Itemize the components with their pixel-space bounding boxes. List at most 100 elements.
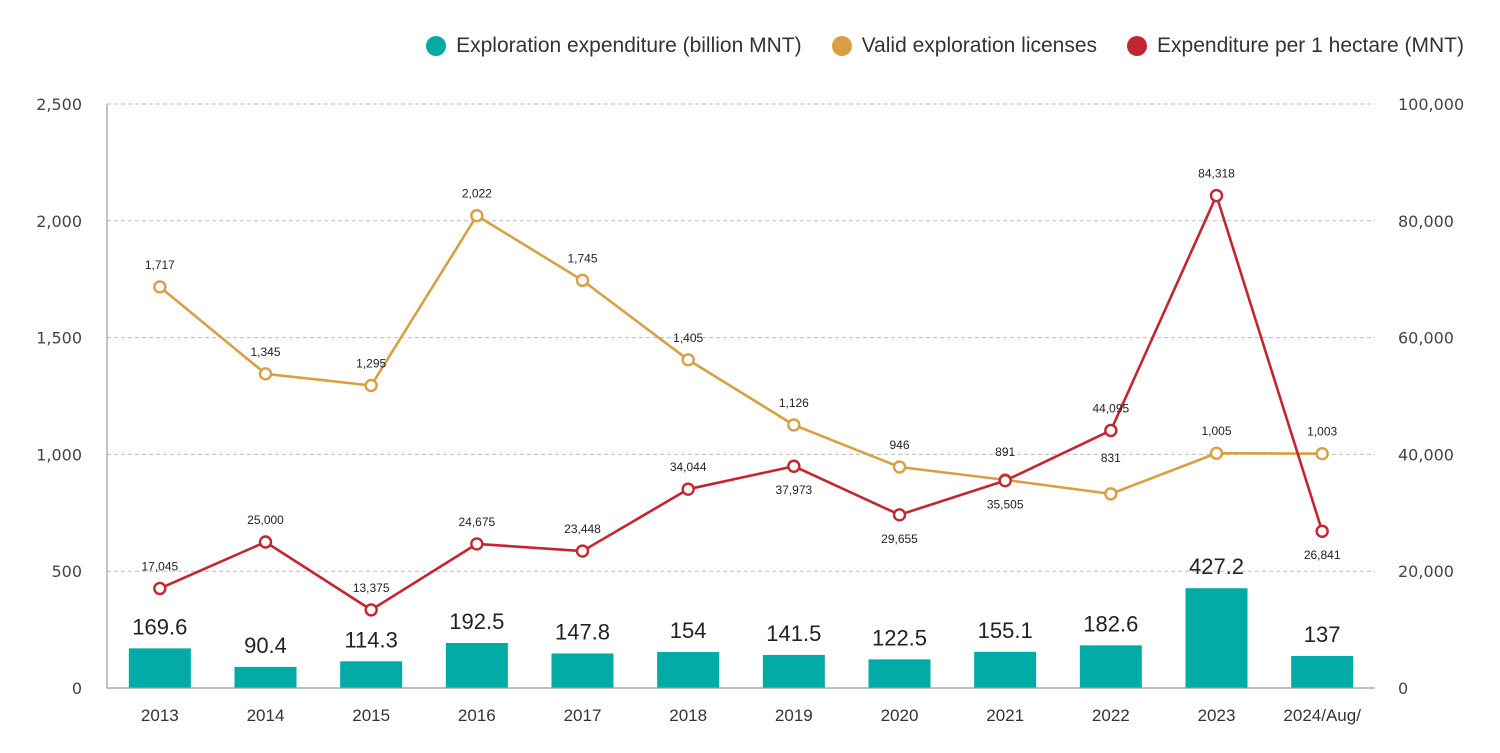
bar-value-label: 427.2 <box>1189 554 1244 579</box>
x-axis-tick-label: 2020 <box>881 706 919 725</box>
line-value-label: 2,022 <box>462 187 492 201</box>
x-axis-tick-label: 2014 <box>247 706 285 725</box>
bar <box>762 654 825 688</box>
line-value-label: 831 <box>1101 451 1121 465</box>
line-value-label: 1,717 <box>145 258 175 272</box>
x-axis-tick-label: 2013 <box>141 706 179 725</box>
line-value-label: 1,345 <box>250 345 280 359</box>
bar-value-label: 137 <box>1304 622 1341 647</box>
x-axis-tick-label: 2018 <box>669 706 707 725</box>
legend-label: Valid exploration licenses <box>861 34 1098 57</box>
data-point-marker <box>1104 487 1118 501</box>
data-labels: 169.6 90.4 114.3 192.5 147.8 154 141.5 122.5 155… <box>132 167 1341 658</box>
data-point-marker <box>1209 188 1224 203</box>
right-axis-tick-label: 20,000 <box>1398 562 1454 581</box>
left-axis-tick-label: 2,000 <box>36 212 82 231</box>
line-value-label: 29,655 <box>881 532 918 546</box>
legend-dot-icon <box>426 36 447 56</box>
bar-value-label: 182.6 <box>1083 611 1138 636</box>
bar <box>340 661 403 688</box>
data-point-marker <box>892 460 907 474</box>
line-series <box>153 188 1329 617</box>
data-point-marker <box>681 482 695 496</box>
line-value-label: 44,095 <box>1092 401 1129 415</box>
left-axis-tick-label: 500 <box>51 562 82 581</box>
line-value-label: 1,003 <box>1307 425 1337 439</box>
left-axis-tick-label: 1,000 <box>36 445 82 464</box>
series-line <box>159 214 1323 496</box>
bar-value-label: 122.5 <box>872 625 927 650</box>
data-point-marker <box>258 367 273 381</box>
bar-value-label: 141.5 <box>766 621 821 646</box>
data-point-marker <box>787 418 801 432</box>
bar <box>128 648 191 688</box>
line-value-label: 35,505 <box>987 498 1024 512</box>
x-axis-tick-label: 2021 <box>986 706 1024 725</box>
legend-label: Exploration expenditure (billion MNT) <box>456 34 802 57</box>
line-value-label: 24,675 <box>458 515 495 529</box>
data-point-marker <box>1315 446 1329 461</box>
x-axis-tick-label: 2022 <box>1092 706 1130 725</box>
series-line <box>159 194 1324 612</box>
data-point-marker <box>364 378 378 393</box>
bar <box>1079 645 1142 688</box>
bar-value-label: 155.1 <box>978 618 1033 643</box>
data-point-marker <box>153 581 167 596</box>
data-point-marker <box>892 508 907 522</box>
data-point-marker <box>681 353 695 367</box>
data-point-marker <box>787 459 801 473</box>
data-point-marker <box>153 280 167 294</box>
legend-item-exploration-expenditure: Exploration expenditure (billion MNT) <box>426 34 802 58</box>
data-point-marker <box>998 473 1012 488</box>
bar <box>974 651 1037 688</box>
chart-legend: Exploration expenditure (billion MNT) Va… <box>426 34 1464 58</box>
x-axis-tick-label: 2017 <box>564 706 602 725</box>
x-axis-tick-label: 2019 <box>775 706 813 725</box>
bar <box>868 659 931 688</box>
line-value-label: 891 <box>995 445 1015 459</box>
x-axis-tick-label: 2016 <box>458 706 496 725</box>
bar <box>445 643 508 688</box>
line-value-label: 1,745 <box>567 251 597 265</box>
data-point-marker <box>470 537 484 551</box>
data-point-marker <box>470 208 484 223</box>
data-point-marker <box>575 273 590 288</box>
bar-value-label: 90.4 <box>244 633 287 658</box>
data-point-marker <box>1315 524 1329 538</box>
data-point-marker <box>364 603 378 617</box>
bar <box>551 653 614 688</box>
legend-dot-icon <box>1127 36 1148 56</box>
line-value-label: 26,841 <box>1304 548 1341 562</box>
data-point-marker <box>575 544 590 558</box>
line-value-label: 37,973 <box>775 483 812 497</box>
line-value-label: 17,045 <box>141 559 178 573</box>
bar <box>657 652 720 688</box>
bar <box>1185 588 1248 688</box>
bar-value-label: 169.6 <box>132 614 187 639</box>
axes: 0 500 1,000 1,500 2,000 2,500 0 20,000 40,000 60,… <box>36 95 1464 725</box>
gridlines <box>107 103 1375 572</box>
bar <box>1291 655 1354 688</box>
line-value-label: 25,000 <box>247 513 284 527</box>
line-value-label: 13,375 <box>353 581 390 595</box>
x-axis-tick-label: 2023 <box>1198 706 1236 725</box>
line-value-label: 23,448 <box>564 522 601 536</box>
bar-value-label: 192.5 <box>449 609 504 634</box>
data-point-marker <box>1104 423 1118 438</box>
right-axis-tick-label: 100,000 <box>1398 95 1464 114</box>
legend-item-expenditure-per-hectare: Expenditure per 1 hectare (MNT) <box>1127 34 1464 58</box>
left-axis-tick-label: 2,500 <box>36 95 82 114</box>
bar <box>234 666 297 688</box>
x-axis-tick-label: 2024/Aug/ <box>1283 706 1361 725</box>
line-value-label: 84,318 <box>1198 167 1235 181</box>
line-value-label: 1,405 <box>673 331 703 345</box>
legend-label: Expenditure per 1 hectare (MNT) <box>1157 34 1464 57</box>
right-axis-tick-label: 60,000 <box>1398 329 1454 348</box>
right-axis-tick-label: 0 <box>1398 679 1408 698</box>
bar-series <box>128 588 1354 688</box>
line-value-label: 1,295 <box>356 356 386 370</box>
bar-value-label: 147.8 <box>555 619 610 644</box>
legend-dot-icon <box>831 36 852 56</box>
line-value-label: 34,044 <box>670 460 707 474</box>
